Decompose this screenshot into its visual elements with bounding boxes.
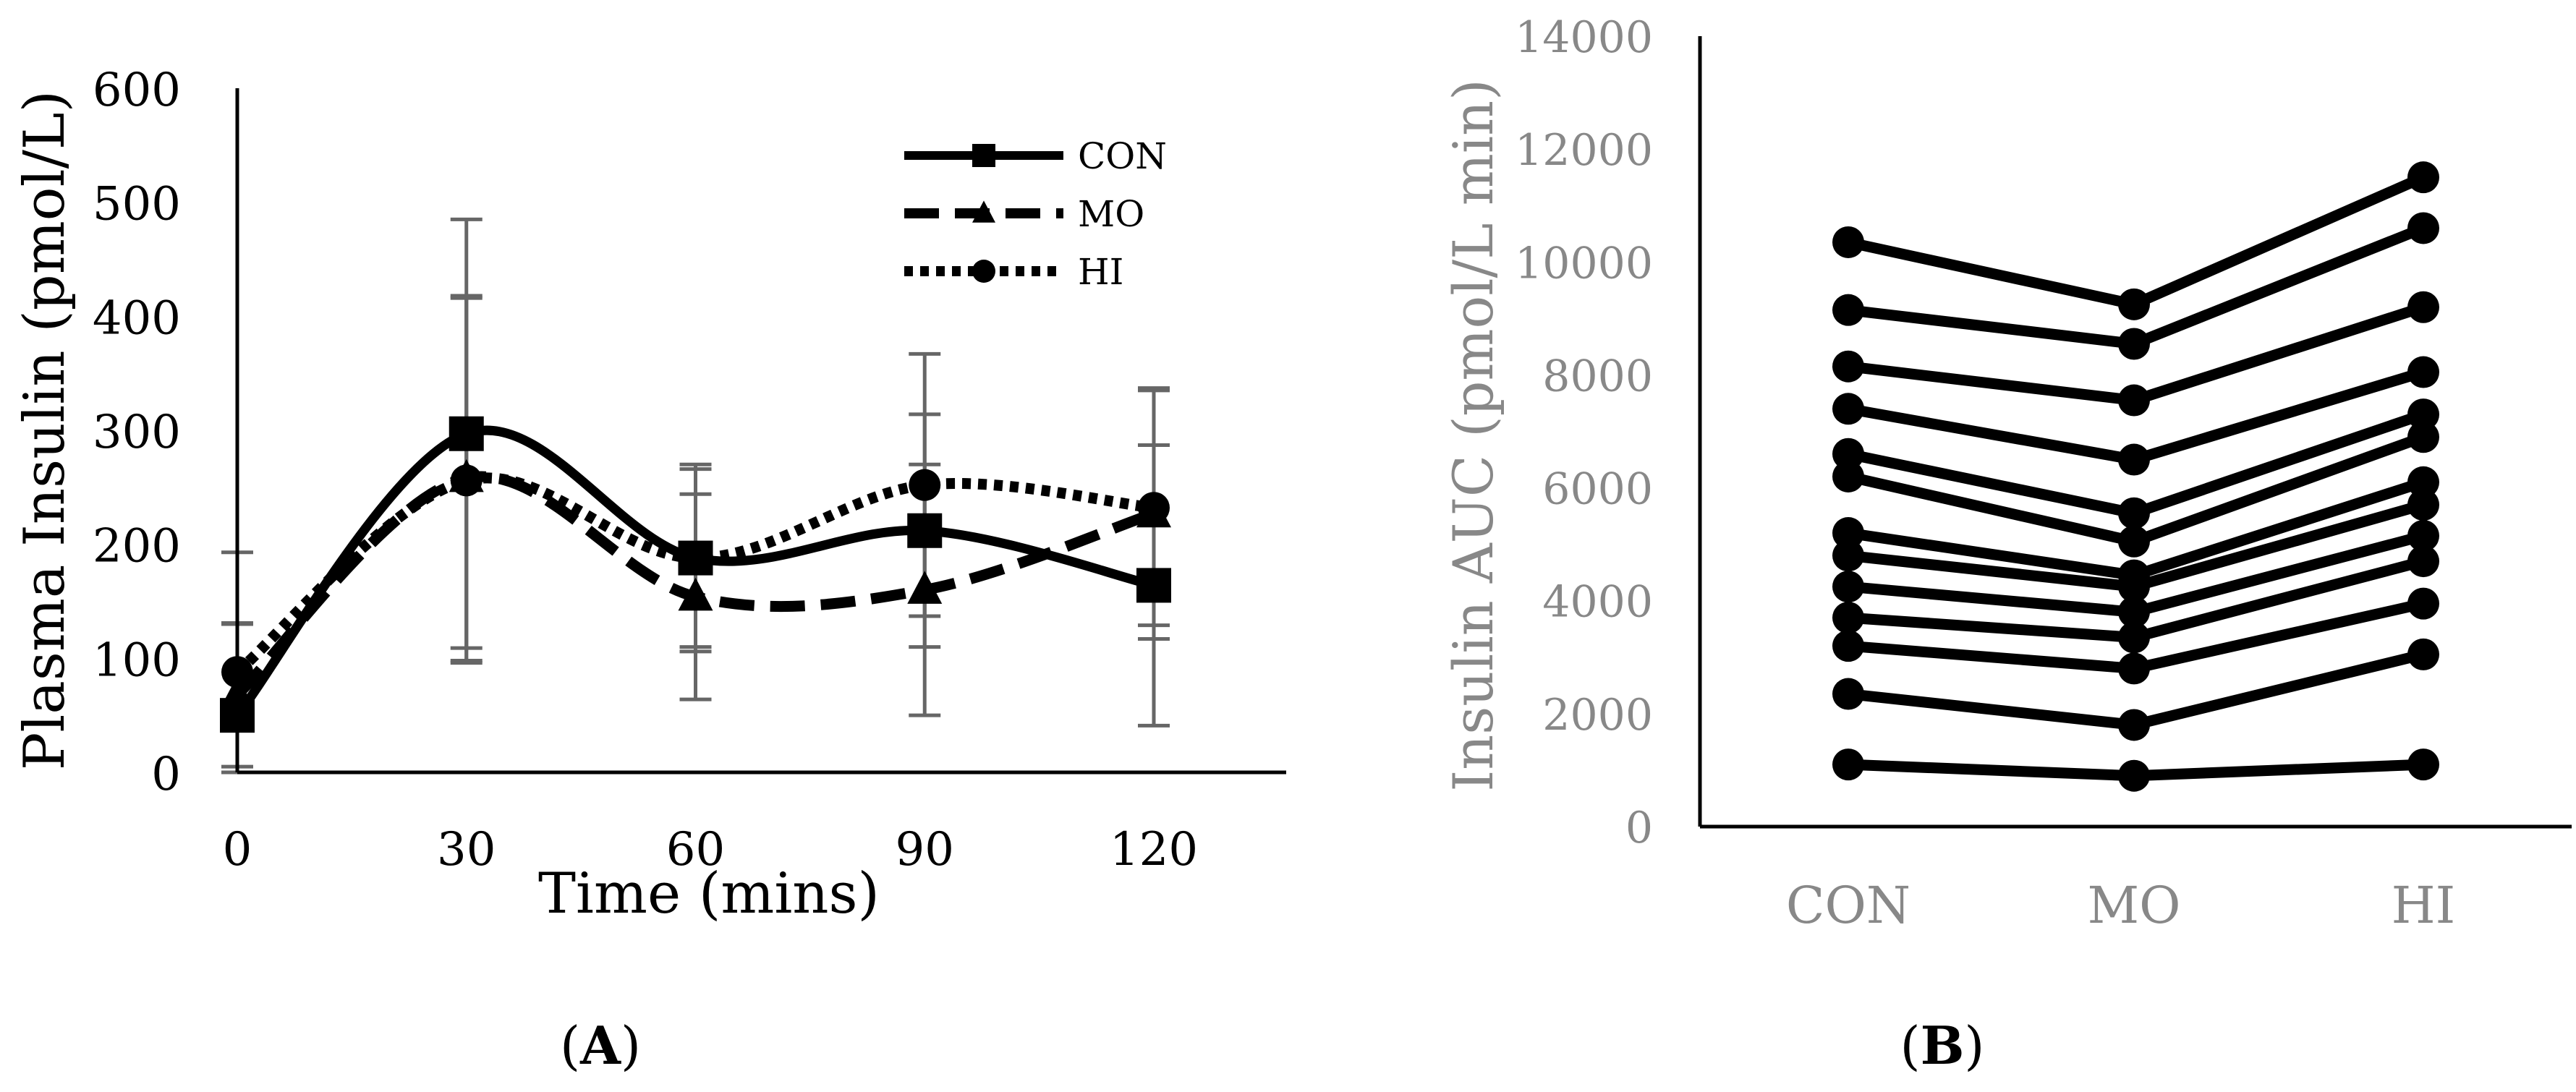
panel-b-y-tick-label: 2000 <box>1542 690 1653 741</box>
subject-marker <box>2407 519 2439 552</box>
marker-con <box>449 416 484 451</box>
panel-b-y-tick-label: 4000 <box>1542 577 1653 628</box>
subject-marker <box>1832 350 1864 383</box>
panel-b-y-axis-title: Insulin AUC (pmol/L min) <box>1441 79 1505 792</box>
panel-a-y-tick-label: 600 <box>93 64 181 117</box>
panel-b-x-tick-label: CON <box>1786 876 1910 935</box>
legend-label-con: CON <box>1078 135 1167 177</box>
marker-mo <box>907 571 943 604</box>
panel-b-x-tick-labels: CON MO HI <box>1786 876 2455 935</box>
subject-marker <box>1832 460 1864 492</box>
subject-marker <box>1832 602 1864 634</box>
marker-hi <box>679 542 712 574</box>
subject-marker <box>1832 571 1864 603</box>
subject-marker <box>2407 488 2439 521</box>
subject-marker <box>2407 545 2439 578</box>
panel-b-x-tick-label: MO <box>2087 876 2180 935</box>
panel-b-y-tick-label: 8000 <box>1542 351 1653 401</box>
panel-b-x-tick-label: HI <box>2392 876 2456 935</box>
subject-marker <box>1832 539 1864 572</box>
legend-marker-mo <box>972 200 995 223</box>
panel-a-y-tick-label: 400 <box>93 291 181 345</box>
subject-marker <box>1832 630 1864 662</box>
panel-a-plasma-insulin: 0 100 200 300 400 500 600 0 30 60 90 120 Time (min… <box>12 64 1286 926</box>
caption-b: (B) <box>1900 1015 1984 1076</box>
legend-marker-con <box>972 144 995 167</box>
panel-b-y-tick-label: 6000 <box>1542 464 1653 515</box>
legend-label-hi: HI <box>1078 251 1123 293</box>
panel-a-x-tick-label: 30 <box>437 823 496 876</box>
subject-marker <box>1832 393 1864 425</box>
legend-label-mo: MO <box>1078 193 1144 235</box>
panel-b-y-tick-label: 10000 <box>1515 238 1653 289</box>
subject-marker <box>2407 291 2439 323</box>
panel-a-y-axis-title: Plasma Insulin (pmol/L) <box>12 90 77 770</box>
panel-a-x-tick-label: 60 <box>666 823 725 876</box>
subject-marker <box>2118 759 2150 792</box>
subject-line <box>1847 172 2426 310</box>
subject-marker <box>2118 288 2150 320</box>
caption-a: (A) <box>560 1015 641 1076</box>
marker-con <box>907 513 943 548</box>
subject-marker <box>2407 638 2439 670</box>
panel-a-y-tick-label: 500 <box>93 178 181 231</box>
subject-marker <box>2118 384 2150 417</box>
marker-hi <box>1138 492 1170 524</box>
panel-a-series-lines <box>233 425 1156 719</box>
panel-a-x-tick-labels: 0 30 60 90 120 <box>223 823 1198 876</box>
subject-marker <box>2407 212 2439 244</box>
subject-marker <box>1832 517 1864 550</box>
subject-marker <box>2118 328 2150 360</box>
panel-b-insulin-auc: 0 2000 4000 6000 8000 10000 12000 14000 CON MO HI… <box>1441 12 2572 935</box>
panel-a-legend: CON MO HI <box>904 135 1167 293</box>
panel-b-subject-lines <box>1847 172 2426 782</box>
subject-marker <box>2118 652 2150 685</box>
subject-marker <box>2118 525 2150 558</box>
subject-marker <box>2407 161 2439 194</box>
subject-marker <box>2118 596 2150 628</box>
subject-marker <box>2118 709 2150 741</box>
subject-marker <box>1832 294 1864 326</box>
subject-marker <box>2118 497 2150 529</box>
subject-marker <box>2118 571 2150 603</box>
marker-mo <box>678 577 713 611</box>
panel-a-x-axis-title: Time (mins) <box>538 861 880 926</box>
marker-hi <box>450 464 483 497</box>
panel-b-y-tick-label: 12000 <box>1515 125 1653 176</box>
subject-marker <box>1832 678 1864 710</box>
panel-a-x-tick-label: 90 <box>896 823 954 876</box>
subject-marker <box>2407 466 2439 498</box>
panel-b-y-tick-labels: 0 2000 4000 6000 8000 10000 12000 14000 <box>1515 12 1653 853</box>
panel-a-y-tick-label: 300 <box>93 406 181 459</box>
panel-a-error-bars <box>221 217 1170 775</box>
subject-marker <box>2118 443 2150 476</box>
panel-b-y-tick-label: 0 <box>1625 803 1653 853</box>
panel-a-y-tick-label: 200 <box>93 520 181 573</box>
subject-marker <box>1832 226 1864 258</box>
subject-marker <box>2118 621 2150 654</box>
subject-marker <box>2407 356 2439 388</box>
panel-a-y-tick-label: 0 <box>151 748 181 801</box>
panel-a-y-tick-labels: 0 100 200 300 400 500 600 <box>93 64 181 801</box>
panel-a-x-tick-label: 0 <box>223 823 252 876</box>
marker-hi <box>909 469 941 501</box>
subject-marker <box>1832 748 1864 781</box>
subject-marker <box>1832 438 1864 470</box>
series-line-mo <box>233 471 1156 699</box>
subject-marker <box>2407 587 2439 620</box>
panel-b-markers <box>1832 161 2439 792</box>
series-line-con <box>233 425 1155 719</box>
panel-a-y-tick-label: 100 <box>93 634 181 687</box>
panel-b-y-tick-label: 14000 <box>1515 12 1653 63</box>
subject-line <box>1848 223 2426 349</box>
marker-con <box>1136 568 1171 603</box>
panel-a-x-tick-label: 120 <box>1110 823 1198 876</box>
subject-marker <box>2407 421 2439 453</box>
legend-marker-hi <box>972 260 995 283</box>
subject-marker <box>2407 398 2439 431</box>
subject-marker <box>2407 748 2439 781</box>
